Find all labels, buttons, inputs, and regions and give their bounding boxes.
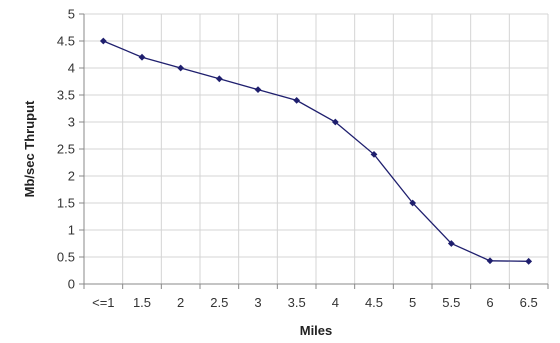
y-tick-label: 4.5 xyxy=(57,34,75,49)
x-tick-label: 6.5 xyxy=(520,295,538,310)
y-tick-label: 0 xyxy=(68,277,75,292)
x-axis-ticks: <=1 1.5 2 2.5 3 3.5 4 4.5 5 5.5 6 6.5 xyxy=(83,284,549,310)
y-axis-ticks: 0 0.5 1 1.5 2 2.5 3 3.5 4 4.5 5 xyxy=(57,7,84,292)
series-line xyxy=(103,40,529,262)
data-point xyxy=(525,257,533,265)
data-point xyxy=(254,86,262,93)
series xyxy=(99,37,533,265)
x-tick-label: 5.5 xyxy=(442,295,460,310)
y-tick-label: 3.5 xyxy=(57,88,75,103)
x-tick-label: 3.5 xyxy=(288,295,306,310)
data-point xyxy=(177,64,185,72)
data-point xyxy=(447,240,455,247)
y-tick-label: 1.5 xyxy=(57,196,75,211)
data-point xyxy=(99,37,107,45)
x-tick-label: 4.5 xyxy=(365,295,383,310)
y-tick-label: 2.5 xyxy=(57,142,75,157)
y-tick-label: 0.5 xyxy=(57,250,75,265)
x-axis-title: Miles xyxy=(300,323,333,338)
x-tick-label: 2.5 xyxy=(210,295,228,310)
data-point xyxy=(138,53,146,61)
grid xyxy=(84,13,549,284)
data-point xyxy=(370,151,378,158)
x-tick-label: 1.5 xyxy=(133,295,151,310)
y-tick-label: 4 xyxy=(68,61,75,76)
data-point xyxy=(409,199,417,207)
x-tick-label: 6 xyxy=(486,295,493,310)
data-point xyxy=(331,118,339,126)
y-tick-label: 3 xyxy=(68,115,75,130)
y-tick-label: 2 xyxy=(68,169,75,184)
data-point xyxy=(293,97,301,104)
data-point xyxy=(215,75,223,83)
y-tick-label: 1 xyxy=(68,223,75,238)
x-tick-label: 3 xyxy=(254,295,261,310)
x-tick-label: 2 xyxy=(177,295,184,310)
x-tick-label: 5 xyxy=(409,295,416,310)
data-point xyxy=(486,257,494,265)
x-tick-label: <=1 xyxy=(92,295,114,310)
x-tick-label: 4 xyxy=(332,295,339,310)
y-tick-label: 5 xyxy=(68,7,75,22)
y-axis-title: Mb/sec Thruput xyxy=(22,100,37,197)
